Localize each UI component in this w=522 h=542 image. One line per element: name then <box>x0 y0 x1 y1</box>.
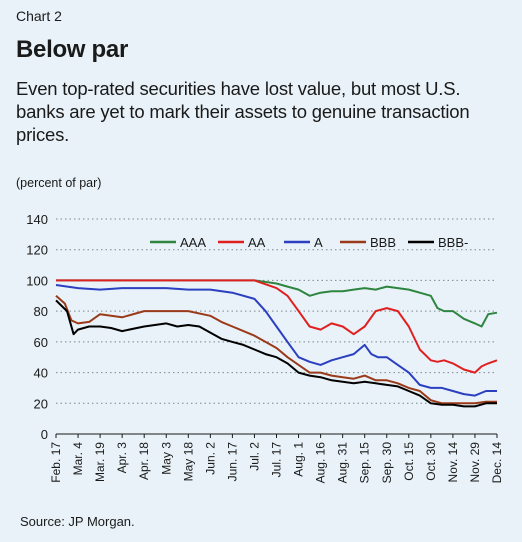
x-tick-label: Aug. 16 <box>314 442 328 484</box>
y-axis-ticks: 0 20 40 60 80 100 120 140 <box>26 212 48 442</box>
x-tick-label: Sep. 30 <box>380 442 394 484</box>
x-tick-label: May 3 <box>159 442 173 475</box>
chart-number: Chart 2 <box>16 8 62 24</box>
chart-subtitle: Even top-rated securities have lost valu… <box>16 78 470 145</box>
x-tick-label: Aug. 31 <box>336 442 350 484</box>
x-tick-label: Nov. 29 <box>468 442 482 483</box>
x-tick-label: May 18 <box>181 442 195 482</box>
y-tick-label: 120 <box>26 243 48 258</box>
y-tick-label: 80 <box>34 304 48 319</box>
x-tick-label: Jul. 2 <box>247 442 261 471</box>
x-tick-label: Apr. 18 <box>137 442 151 480</box>
y-tick-label: 0 <box>41 427 48 442</box>
x-tick-label: Mar. 19 <box>93 442 107 482</box>
x-tick-label: Apr. 3 <box>115 442 129 474</box>
y-tick-label: 140 <box>26 212 48 227</box>
gridlines <box>56 218 497 404</box>
y-axis-unit-label: (percent of par) <box>16 176 102 190</box>
x-axis-ticks: Feb. 17 Mar. 4 Mar. 19 Apr. 3 Apr. 18 May 3 Ma… <box>49 434 504 483</box>
x-tick-label: Aug. 1 <box>292 442 306 477</box>
source-note: Source: JP Morgan. <box>20 514 135 529</box>
series-line-bbb- <box>55 299 497 408</box>
series-line-a <box>55 284 497 397</box>
y-tick-label: 40 <box>34 366 48 381</box>
legend-label-a: A <box>314 235 323 250</box>
x-tick-label: Jul. 17 <box>270 442 284 478</box>
legend-label-bbb-: BBB- <box>438 235 468 250</box>
y-tick-label: 60 <box>34 335 48 350</box>
legend-label-bbb: BBB <box>370 235 396 250</box>
x-tick-label: Mar. 4 <box>71 442 85 476</box>
x-tick-label: Nov. 14 <box>446 442 460 483</box>
x-tick-label: Sep. 15 <box>358 442 372 484</box>
legend: AAA AA A BBB BBB- <box>150 235 468 250</box>
series-lines <box>55 279 498 408</box>
x-tick-label: Oct. 30 <box>424 442 438 481</box>
chart-title: Below par <box>16 36 128 63</box>
series-line-aa <box>56 279 498 374</box>
x-tick-label: Oct. 15 <box>402 442 416 481</box>
series-line-bbb <box>55 295 497 405</box>
x-tick-label: Jun. 17 <box>225 442 239 482</box>
x-tick-label: Dec. 14 <box>490 442 504 484</box>
x-tick-label: Feb. 17 <box>49 442 63 483</box>
y-tick-label: 100 <box>26 273 48 288</box>
legend-label-aa: AA <box>248 235 266 250</box>
x-tick-label: Jun. 2 <box>203 442 217 475</box>
y-tick-label: 20 <box>34 396 48 411</box>
legend-label-aaa: AAA <box>180 235 206 250</box>
